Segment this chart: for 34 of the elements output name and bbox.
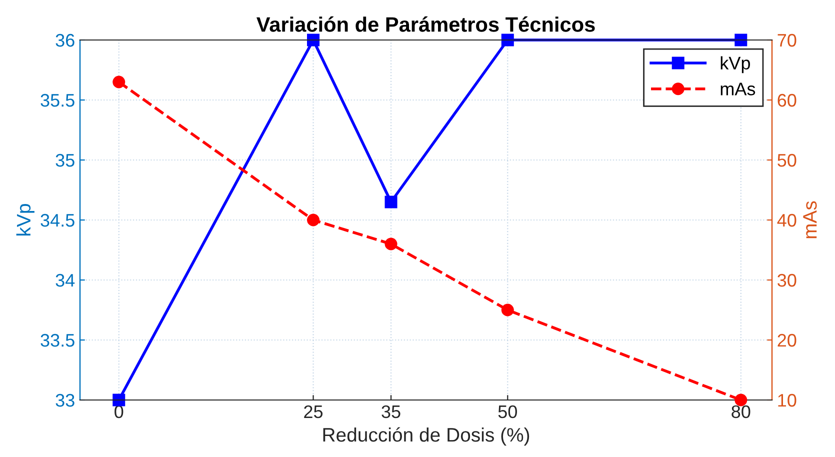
y2-axis-title: mAs	[803, 201, 817, 238]
y-axis-title: kVp	[16, 204, 34, 236]
y-tick-label: 36	[56, 34, 74, 47]
point	[307, 214, 320, 226]
point	[501, 304, 514, 316]
point	[112, 76, 126, 88]
x-tick-label: 0	[114, 405, 124, 418]
point	[501, 34, 514, 46]
point	[734, 34, 748, 46]
x-tick-label: 35	[382, 405, 400, 418]
y2-tick-label: 50	[778, 154, 796, 167]
y-tick-label: 35.5	[40, 94, 74, 107]
y-tick-label: 33.5	[40, 334, 74, 347]
x-tick-label: 25	[304, 405, 323, 418]
x-tick-label: 50	[498, 405, 517, 418]
y2-tick-label: 10	[778, 394, 796, 407]
y-tick-label: 33	[56, 394, 74, 407]
y2-tick-label: 30	[778, 274, 796, 287]
legend-label: mAs	[720, 82, 756, 96]
point	[384, 238, 398, 250]
y2-tick-label: 20	[778, 334, 796, 347]
y2-tick-label: 60	[778, 94, 796, 107]
x-tick-label: 80	[732, 405, 750, 418]
chart-title: Variación de Parámetros Técnicos	[256, 16, 595, 32]
point	[112, 394, 126, 406]
point	[307, 34, 320, 46]
point	[384, 196, 398, 208]
x-axis-title: Reducción de Dosis (%)	[323, 427, 530, 446]
legend-label: kVp	[720, 56, 750, 74]
y-tick-label: 34.5	[40, 214, 74, 227]
y2-tick-label: 70	[778, 34, 796, 47]
y-tick-label: 34	[56, 274, 75, 287]
y2-tick-label: 40	[777, 214, 796, 227]
y-tick-label: 35	[56, 154, 74, 167]
